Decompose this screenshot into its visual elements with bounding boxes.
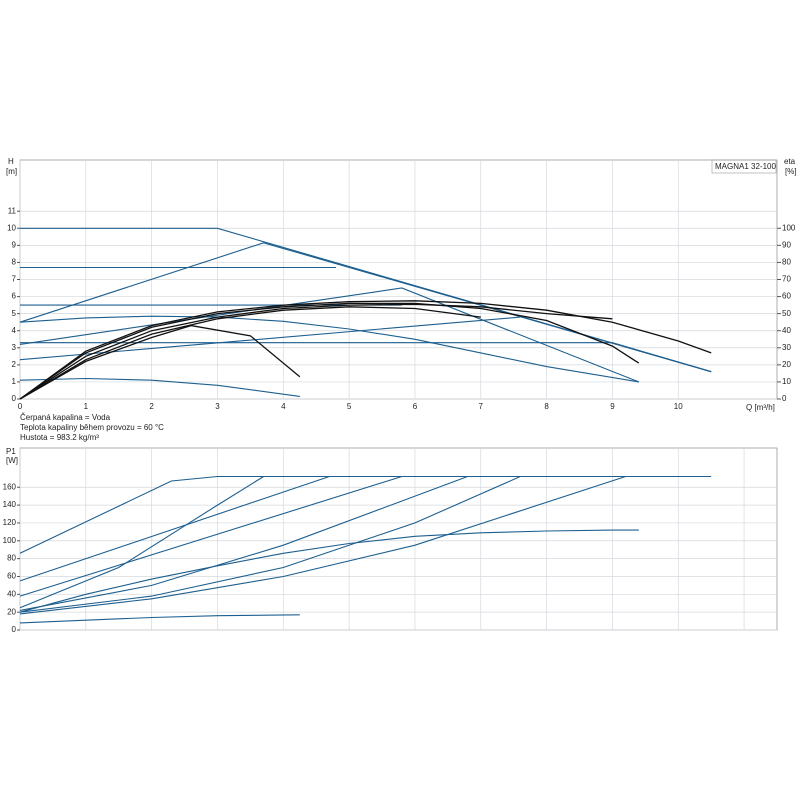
curve: [19, 475, 712, 554]
plot-frame: [19, 447, 778, 631]
chart-title: MAGNA1 32-100: [715, 162, 776, 171]
y2-tick-label: 90: [782, 240, 791, 249]
curve: [19, 529, 639, 613]
y2-label: eta: [784, 157, 796, 166]
y-tick-label: 40: [7, 589, 16, 598]
curve: [19, 242, 712, 373]
y2-tick-label: 70: [782, 275, 791, 284]
curve: [19, 475, 468, 611]
y2-tick-label: 50: [782, 309, 791, 318]
y-unit: [m]: [6, 167, 17, 176]
y-label: H: [8, 157, 14, 166]
y-tick-label: 10: [7, 223, 16, 232]
annotation: Hustota = 983.2 kg/m³: [20, 433, 99, 442]
y-tick-label: 1: [12, 377, 17, 386]
curve: [19, 287, 640, 383]
y-tick-label: 8: [12, 258, 17, 267]
y2-tick-label: 100: [782, 223, 796, 232]
x-tick-label: 9: [610, 402, 615, 411]
y-label: P1: [6, 447, 16, 456]
curve: [19, 475, 626, 615]
y-tick-label: 9: [12, 240, 17, 249]
x-tick-label: 10: [674, 402, 683, 411]
y-tick-label: 7: [12, 275, 17, 284]
curve: [19, 324, 301, 400]
curve: [19, 303, 613, 400]
y-unit: [W]: [6, 456, 18, 465]
curve: [19, 475, 521, 613]
y-tick-label: 140: [3, 500, 17, 509]
x-label: Q [m³/h]: [746, 403, 775, 412]
curve: [19, 315, 639, 383]
y-tick-label: 11: [8, 206, 17, 215]
y-tick-label: 0: [12, 625, 17, 634]
annotation: Čerpaná kapalina = Voda: [20, 413, 111, 422]
y-tick-label: 6: [12, 292, 17, 301]
y-tick-label: 5: [12, 309, 17, 318]
x-tick-label: 2: [149, 402, 154, 411]
x-tick-label: 3: [215, 402, 220, 411]
curve: [19, 475, 330, 582]
y2-tick-label: 0: [782, 394, 787, 403]
y2-tick-label: 10: [782, 377, 791, 386]
y-tick-label: 60: [7, 572, 16, 581]
y-tick-label: 4: [12, 326, 17, 335]
y-tick-label: 100: [3, 536, 17, 545]
x-tick-label: 7: [479, 402, 484, 411]
y2-tick-label: 40: [782, 326, 791, 335]
curve: [19, 614, 300, 624]
x-tick-label: 8: [544, 402, 549, 411]
x-tick-label: 5: [347, 402, 352, 411]
x-tick-label: 4: [281, 402, 286, 411]
curve: [19, 300, 712, 400]
curve: [19, 302, 640, 400]
y-tick-label: 120: [3, 518, 17, 527]
y-tick-label: 2: [12, 360, 17, 369]
y2-tick-label: 60: [782, 292, 791, 301]
y2-tick-label: 30: [782, 343, 791, 352]
x-tick-label: 6: [413, 402, 418, 411]
x-tick-label: 1: [84, 402, 89, 411]
annotation: Teplota kapaliny během provozu = 60 °C: [20, 423, 164, 432]
x-tick-label: 0: [18, 402, 23, 411]
y2-tick-label: 80: [782, 258, 791, 267]
curve: [19, 306, 481, 400]
curve: [19, 475, 402, 597]
curve: [19, 476, 264, 609]
y-tick-label: 20: [7, 607, 16, 616]
y-tick-label: 3: [12, 343, 17, 352]
y2-tick-label: 20: [782, 360, 791, 369]
y2-unit: [%]: [785, 167, 797, 176]
curve: [19, 377, 300, 397]
y-tick-label: 0: [12, 394, 17, 403]
y-tick-label: 160: [3, 482, 17, 491]
y-tick-label: 80: [7, 554, 16, 563]
curve: [20, 227, 712, 373]
